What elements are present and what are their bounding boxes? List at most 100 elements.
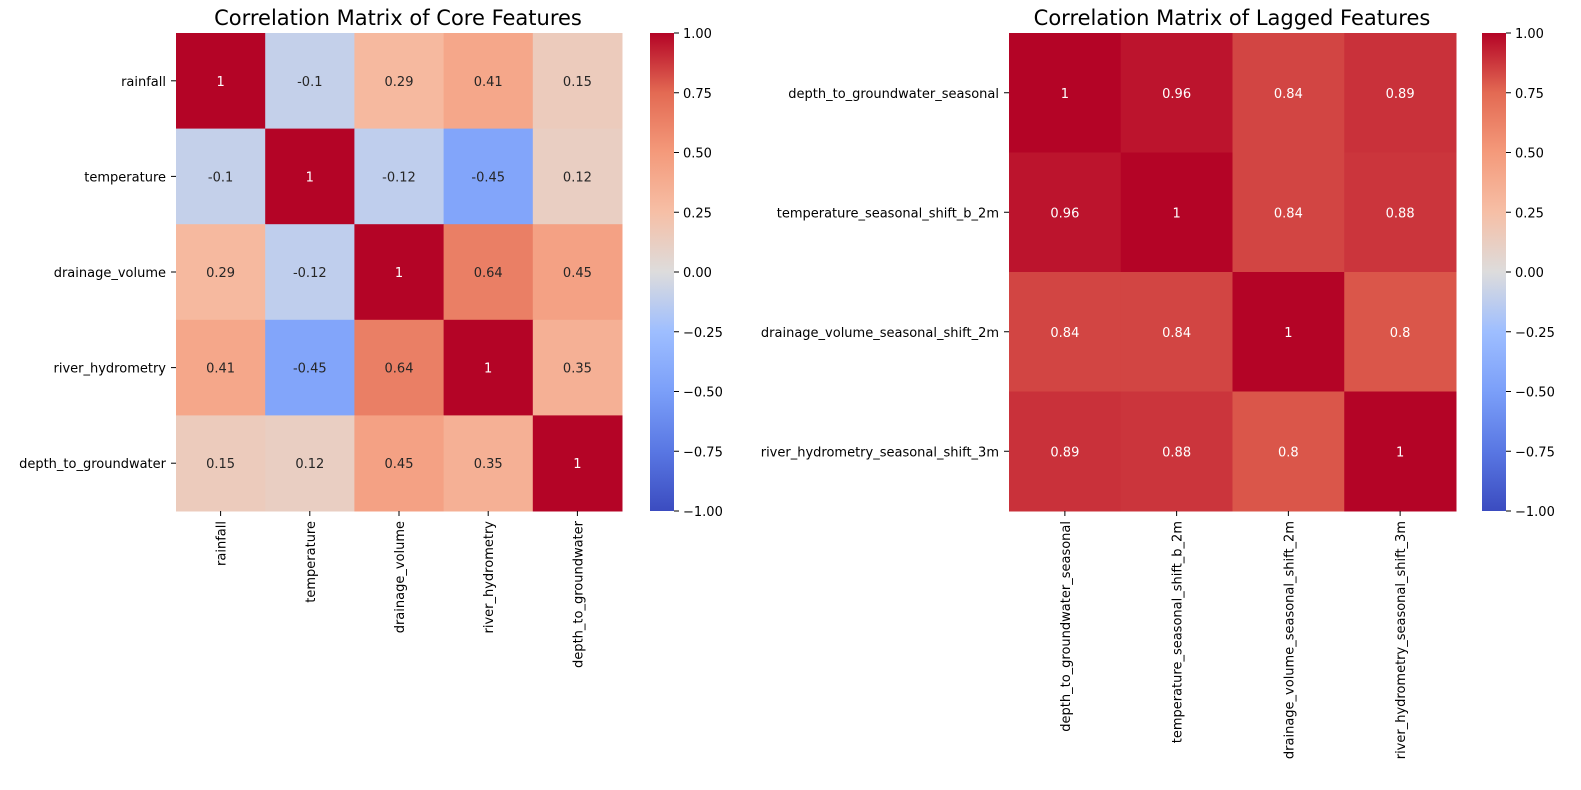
y-tick-label: drainage_volume	[54, 266, 166, 281]
x-tick-label: drainage_volume	[393, 521, 408, 633]
y-tick-label: drainage_volume_seasonal_shift_2m	[761, 326, 999, 341]
cell-value-label: 0.96	[1050, 206, 1079, 221]
colorbar-tick-label: 0.25	[1515, 206, 1544, 221]
cell-value-label: 0.12	[295, 457, 324, 472]
x-tick-label: river_hydrometry_seasonal_shift_3m	[1394, 521, 1409, 759]
heatmap-cell	[1009, 33, 1122, 153]
heatmap-cell	[1232, 391, 1345, 512]
cell-value-label: -0.45	[471, 170, 505, 185]
y-tick-label: temperature	[84, 170, 166, 185]
cell-value-label: 1	[395, 266, 403, 281]
chart-title: Correlation Matrix of Lagged Features	[1034, 6, 1431, 30]
cell-value-label: -0.12	[293, 266, 327, 281]
heatmap-cell	[176, 415, 266, 512]
y-tick-label: depth_to_groundwater	[19, 457, 167, 472]
heatmap-cell	[532, 128, 623, 225]
cell-value-label: 1	[1172, 206, 1180, 221]
heatmap-cell	[1344, 152, 1457, 273]
cell-value-label: 0.64	[474, 266, 503, 281]
y-tick-labels: rainfall temperature drainage_volume river_…	[19, 75, 176, 472]
colorbar-tick-label: 0.75	[1515, 87, 1544, 102]
y-tick-label: depth_to_groundwater_seasonal	[788, 87, 999, 102]
colorbar-tick-label: 0.00	[1515, 266, 1544, 281]
cell-value-label: 1	[216, 75, 224, 90]
heatmap-cell	[1009, 152, 1122, 273]
colorbar-tick-label: 1.00	[683, 27, 712, 42]
heatmap-cell	[354, 33, 445, 130]
heatmap-cells: 1 0.96 0.84 0.89 0.96 1 0.84 0.88 0.84 0.84 1 0.8 0.…	[1009, 33, 1457, 512]
cell-value-label: 0.8	[1390, 326, 1411, 341]
y-tick-labels: depth_to_groundwater_seasonal temperature…	[761, 87, 1009, 460]
colorbar-tick-label: −0.50	[683, 386, 723, 401]
heatmap-cell	[354, 415, 445, 512]
heatmap-cell	[176, 33, 266, 130]
heatmap-cell	[443, 128, 534, 225]
cell-value-label: 0.84	[1050, 326, 1079, 341]
heatmap-cell	[1344, 391, 1457, 512]
heatmap-cell	[532, 415, 623, 512]
y-tick-label: river_hydrometry_seasonal_shift_3m	[761, 445, 999, 460]
core-features-heatmap: Correlation Matrix of Core Features 1 -0.…	[19, 6, 723, 668]
y-tick-label: river_hydrometry	[54, 362, 167, 377]
colorbar-tick-label: −1.00	[1515, 505, 1555, 520]
x-tick-label: temperature	[304, 521, 319, 603]
cell-value-label: -0.12	[382, 170, 416, 185]
colorbar-tick-label: −1.00	[683, 505, 723, 520]
heatmap-cell	[265, 415, 355, 512]
cell-value-label: 0.41	[206, 362, 235, 377]
cell-value-label: 0.45	[385, 457, 414, 472]
cell-value-label: -0.45	[293, 362, 327, 377]
cell-value-label: 0.84	[1162, 326, 1191, 341]
colorbar-tick-label: 0.25	[683, 206, 712, 221]
heatmap-cell	[1232, 152, 1345, 273]
colorbar-tick-label: 0.75	[683, 87, 712, 102]
chart-title: Correlation Matrix of Core Features	[214, 6, 582, 30]
colorbar-tick-label: −0.75	[683, 445, 723, 460]
cell-value-label: 0.96	[1162, 87, 1191, 102]
heatmap-cell	[1120, 33, 1233, 153]
colorbar-ticks: 1.00 0.75 0.50 0.25 0.00 −0.25 −0.50 −0.75 −1.00	[674, 27, 723, 520]
colorbar-tick-label: −0.25	[1515, 326, 1555, 341]
colorbar: 1.00 0.75 0.50 0.25 0.00 −0.25 −0.50 −0.75 −1.00	[1482, 27, 1555, 520]
cell-value-label: 0.64	[385, 362, 414, 377]
heatmap-cell	[265, 33, 355, 130]
cell-value-label: 1	[1396, 445, 1404, 460]
cell-value-label: 0.29	[385, 75, 414, 90]
heatmap-cell	[532, 33, 623, 130]
heatmap-cell	[354, 224, 445, 321]
cell-value-label: 0.45	[563, 266, 592, 281]
colorbar-tick-label: −0.50	[1515, 386, 1555, 401]
heatmap-cell	[1344, 33, 1457, 153]
cell-value-label: 1	[1061, 87, 1069, 102]
heatmap-cell	[354, 319, 445, 416]
heatmap-cell	[443, 224, 534, 321]
cell-value-label: 0.88	[1162, 445, 1191, 460]
heatmap-cell	[532, 224, 623, 321]
cell-value-label: 0.84	[1274, 206, 1303, 221]
heatmap-cell	[176, 319, 266, 416]
cell-value-label: 1	[306, 170, 314, 185]
x-tick-labels: rainfall temperature drainage_volume river_…	[215, 511, 586, 668]
heatmap-cell	[1009, 272, 1122, 392]
cell-value-label: 0.35	[563, 362, 592, 377]
colorbar-tick-label: −0.25	[683, 326, 723, 341]
y-tick-label: rainfall	[121, 75, 166, 90]
y-tick-label: temperature_seasonal_shift_b_2m	[777, 206, 999, 221]
colorbar-gradient	[650, 33, 674, 511]
heatmap-cell	[532, 319, 623, 416]
heatmap-cell	[443, 319, 534, 416]
heatmap-cell	[176, 128, 266, 225]
cell-value-label: 0.41	[474, 75, 503, 90]
cell-value-label: 0.12	[563, 170, 592, 185]
x-tick-label: depth_to_groundwater	[571, 520, 586, 668]
cell-value-label: 1	[1284, 326, 1292, 341]
colorbar-tick-label: 0.50	[683, 147, 712, 162]
heatmap-cell	[1120, 272, 1233, 392]
cell-value-label: 0.15	[206, 457, 235, 472]
colorbar-ticks: 1.00 0.75 0.50 0.25 0.00 −0.25 −0.50 −0.75 −1.00	[1506, 27, 1555, 520]
heatmap-cell	[1120, 391, 1233, 512]
x-tick-labels: depth_to_groundwater_seasonal temperature…	[1059, 511, 1409, 759]
cell-value-label: 1	[484, 362, 492, 377]
x-tick-label: drainage_volume_seasonal_shift_2m	[1282, 521, 1297, 759]
heatmap-cell	[1009, 391, 1122, 512]
